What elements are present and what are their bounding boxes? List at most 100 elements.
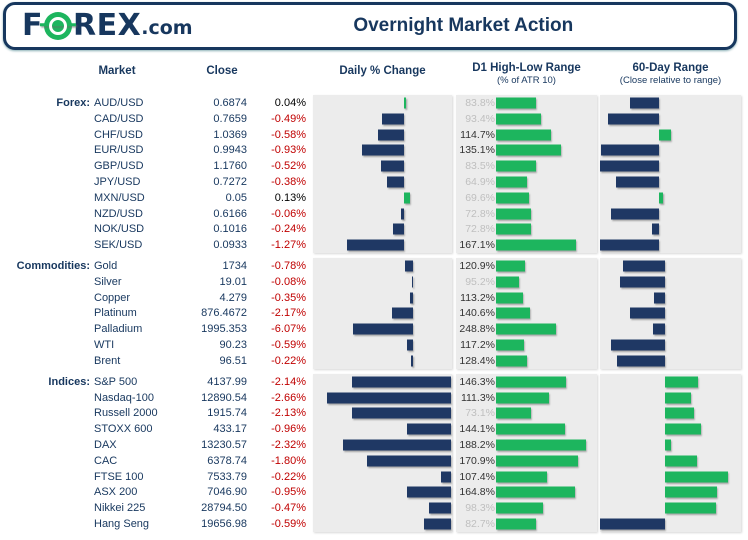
daily-change-value: -6.07% (271, 323, 306, 336)
range60-bar (611, 208, 660, 220)
daily-change-bar (343, 439, 452, 451)
range60-chart-cell (600, 453, 741, 469)
market-label: AUD/USD (94, 96, 144, 109)
daily-change-chart-cell (313, 237, 452, 253)
logo-dot-com: .com (141, 17, 193, 39)
close-value: 1915.74 (207, 407, 247, 420)
daily-change-chart-cell (313, 374, 452, 390)
daily-change-chart-cell (313, 337, 452, 353)
atr-percent-label: 120.9% (459, 260, 495, 273)
commodities-daily-panel (313, 258, 452, 369)
daily-change-value: -2.32% (271, 439, 306, 451)
table-row: NOK/USD 0.1016 -0.24% 72.8% (0, 222, 748, 238)
atr-range-bar (496, 223, 531, 235)
range60-bar (664, 439, 671, 451)
daily-change-chart-cell (313, 485, 452, 501)
market-label: WTI (94, 339, 115, 352)
forex-com-logo: F REX .com (22, 11, 193, 41)
daily-change-bar (412, 276, 414, 288)
market-label: CAC (94, 454, 118, 467)
daily-change-value: -0.35% (271, 291, 306, 304)
daily-change-chart-cell (313, 516, 452, 532)
range60-bar (601, 144, 660, 156)
daily-change-chart-cell (313, 206, 452, 222)
daily-change-chart-cell (313, 500, 452, 516)
daily-change-chart-cell (313, 321, 452, 337)
atr-range-bar (496, 97, 537, 109)
atr-range-bar (496, 160, 537, 172)
range60-bar (664, 486, 717, 498)
atr-percent-label: 164.8% (459, 486, 495, 499)
close-value: 0.6166 (213, 207, 247, 220)
atr-range-bar (496, 208, 531, 220)
atr-range-bar (496, 455, 578, 467)
table-row: Platinum 876.4672 -2.17% 140.6% (0, 306, 748, 322)
market-label: Copper (94, 291, 131, 304)
range60-chart-cell (600, 142, 741, 158)
atr-range-bar (496, 323, 557, 335)
atr-range-bar (496, 113, 541, 125)
close-value: 90.23 (219, 339, 247, 352)
close-value: 1734 (222, 260, 247, 273)
column-header-d1-range: D1 High-Low Range (% of ATR 10) (456, 62, 597, 86)
table-row: JPY/USD 0.7272 -0.38% 64.9% (0, 174, 748, 190)
atr-range-bar (496, 292, 524, 304)
daily-change-bar (406, 423, 452, 435)
table-row: Russell 2000 1915.74 -2.13% 73.1% (0, 405, 748, 421)
d1-range-chart-cell: 248.8% (456, 321, 597, 337)
close-value: 433.17 (213, 423, 247, 436)
range60-bar (659, 129, 672, 141)
close-value: 6378.74 (207, 454, 247, 467)
range60-bar (664, 502, 716, 514)
range60-chart-cell (600, 237, 741, 253)
daily-change-value: -0.78% (271, 260, 306, 273)
daily-change-bar (382, 113, 405, 125)
range60-bar (615, 176, 660, 188)
d1-range-chart-cell: 144.1% (456, 421, 597, 437)
market-label: NZD/USD (94, 207, 143, 220)
atr-range-bar (496, 518, 536, 530)
section-commodities: Commodities: Gold 1734 -0.78% 120.9% Silver 19… (0, 258, 748, 369)
atr-percent-label: 146.3% (459, 375, 495, 388)
market-label: Palladium (94, 323, 143, 336)
d1-range-chart-cell: 72.8% (456, 206, 597, 222)
daily-change-chart-cell (313, 390, 452, 406)
range60-chart-cell (600, 353, 741, 369)
daily-change-chart-cell (313, 190, 452, 206)
range60-bar (653, 292, 665, 304)
sections: Forex: AUD/USD 0.6874 0.04% 83.8% CAD/USD 0.76… (0, 95, 748, 532)
daily-change-chart-cell (313, 290, 452, 306)
atr-percent-label: 128.4% (459, 354, 495, 367)
daily-change-bar (362, 144, 405, 156)
column-header-daily-change: Daily % Change (339, 65, 426, 77)
daily-change-value: -0.52% (271, 160, 306, 173)
column-header-60day-range-title: 60-Day Range (632, 62, 709, 74)
daily-change-value: -0.08% (271, 275, 306, 288)
range60-chart-cell (600, 469, 741, 485)
d1-range-chart-cell: 111.3% (456, 390, 597, 406)
daily-change-value: -0.93% (271, 144, 306, 157)
market-label: JPY/USD (94, 175, 141, 188)
d1-range-chart-cell: 146.3% (456, 374, 597, 390)
range60-chart-cell (600, 127, 741, 143)
range60-chart-cell (600, 174, 741, 190)
atr-range-bar (496, 392, 550, 404)
market-label: ASX 200 (94, 486, 138, 499)
logo-letter-f: F (22, 8, 43, 43)
daily-change-value: -0.38% (271, 175, 306, 188)
daily-change-value: -0.95% (271, 486, 306, 499)
section-forex: Forex: AUD/USD 0.6874 0.04% 83.8% CAD/USD 0.76… (0, 95, 748, 254)
daily-change-value: -0.06% (271, 207, 306, 220)
d1-range-chart-cell: 83.5% (456, 158, 597, 174)
d1-range-chart-cell: 73.1% (456, 405, 597, 421)
d1-range-chart-cell: 117.2% (456, 337, 597, 353)
close-value: 28794.50 (201, 502, 247, 515)
close-value: 1.0369 (213, 128, 247, 141)
range60-bar (600, 239, 660, 251)
close-value: 4.279 (219, 291, 247, 304)
market-label: STOXX 600 (94, 423, 153, 436)
atr-range-bar (496, 355, 527, 367)
daily-change-value: -2.14% (271, 375, 306, 388)
daily-change-value: -0.59% (271, 518, 306, 531)
daily-change-value: -1.80% (271, 454, 306, 467)
